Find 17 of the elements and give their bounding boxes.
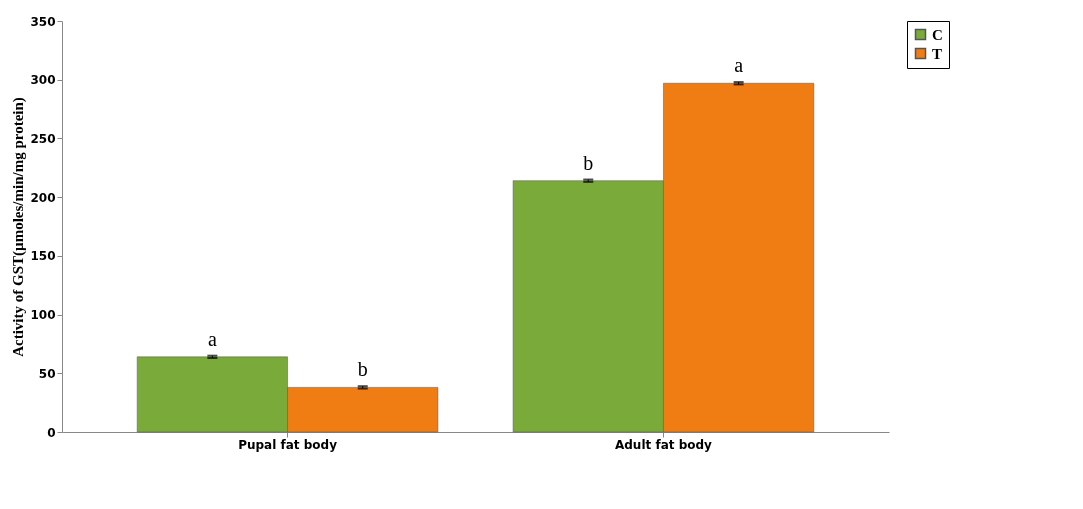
annotation: b <box>357 358 368 381</box>
legend-label: C <box>932 26 943 43</box>
y-tick-label: 250 <box>30 131 56 146</box>
y-tick-label: 100 <box>30 308 56 323</box>
annotation: b <box>583 151 594 174</box>
y-tick-label: 50 <box>38 366 56 381</box>
annotation: a <box>734 54 744 77</box>
y-tick-label: 200 <box>30 190 56 205</box>
y-tick-label: 150 <box>30 249 56 264</box>
x-tick-label: Adult fat body <box>614 437 713 452</box>
x-tick-label: Pupal fat body <box>238 437 338 452</box>
y-tick-label: 0 <box>47 425 56 440</box>
annotation: a <box>207 327 217 350</box>
y-tick-label: 350 <box>30 14 56 29</box>
legend-label: T <box>932 45 943 62</box>
y-tick-label: 300 <box>30 73 56 88</box>
y-axis-title: Activity of GST(µmoles/min/mg protein) <box>10 97 28 357</box>
